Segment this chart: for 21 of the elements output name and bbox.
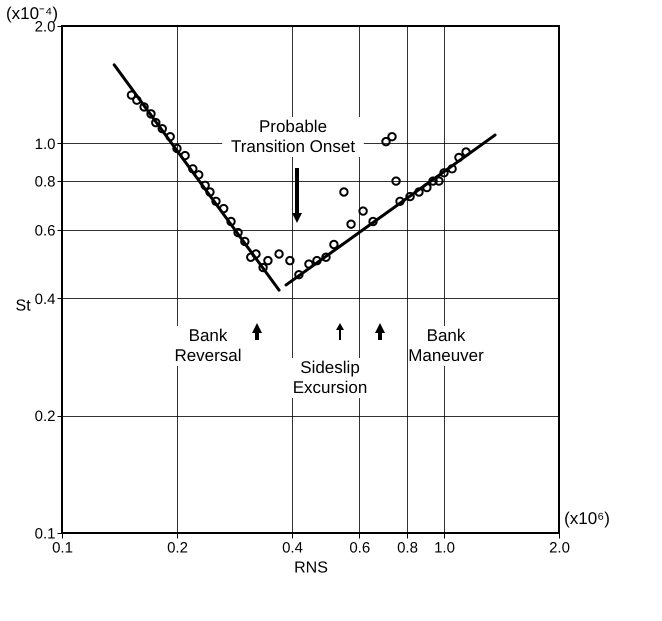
x-tick-label: 0.2 (167, 540, 188, 556)
annotation: Bank Maneuver (408, 326, 484, 365)
y-tick-label: 0.1 (34, 526, 56, 542)
x-tick-label: 0.6 (349, 540, 370, 556)
y-axis-title: St (16, 297, 32, 314)
x-tick-label: 0.4 (282, 540, 303, 556)
x-tick-label: 0.8 (397, 540, 418, 556)
y-tick-label: 0.6 (34, 222, 56, 240)
x-tick-label: 1.0 (434, 540, 455, 556)
annotation: Bank Reversal (174, 326, 242, 365)
text: (x10⁶) (564, 509, 610, 528)
y-tick-label: 0.4 (34, 290, 56, 308)
y-tick-label: 0.8 (34, 174, 56, 191)
text: (x10⁻⁴) (6, 4, 58, 23)
annotation: Sideslip Excursion (292, 358, 368, 397)
y-tick-label: 0.2 (34, 408, 56, 426)
x-tick-label: 0.1 (52, 540, 73, 556)
annotation: Probable Transition Onset (230, 117, 356, 156)
x-axis-title: RNS (294, 560, 328, 576)
x-tick-label: 2.0 (549, 540, 570, 556)
y-tick-label: 1.0 (34, 136, 56, 153)
